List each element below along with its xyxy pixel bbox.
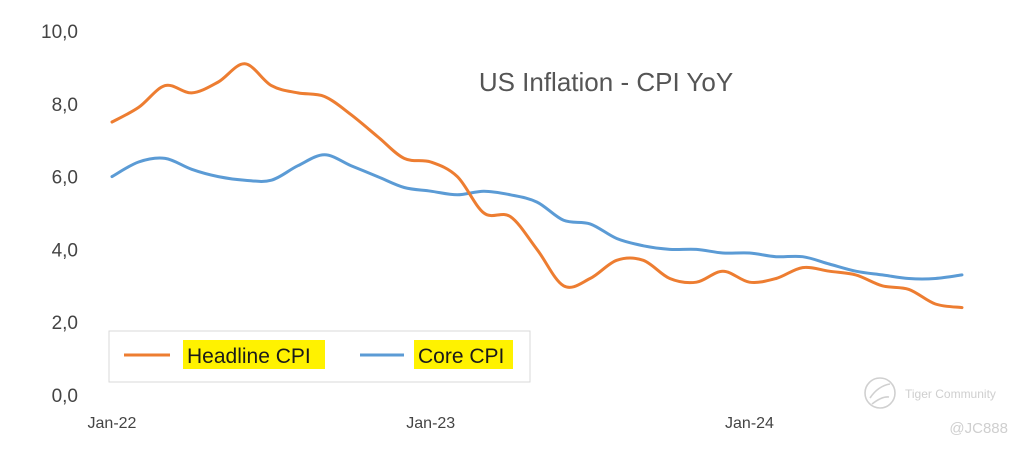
x-tick-label: Jan-23 — [406, 415, 455, 432]
y-axis-ticks: 0,0 2,0 4,0 6,0 8,0 10,0 — [41, 22, 78, 407]
legend: Headline CPI Core CPI — [108, 330, 531, 383]
chart-title: US Inflation - CPI YoY — [479, 67, 733, 97]
watermark-brand: Tiger Community — [905, 387, 996, 401]
watermark-handle: @JC888 — [949, 420, 1008, 437]
x-axis-ticks: Jan-22 Jan-23 Jan-24 — [88, 415, 775, 432]
y-tick-label: 4,0 — [52, 240, 78, 261]
series-group — [110, 62, 964, 310]
series-line-headline-cpi — [110, 62, 964, 310]
y-tick-label: 6,0 — [52, 168, 78, 189]
legend-highlight-core — [414, 340, 513, 369]
y-tick-label: 2,0 — [52, 313, 78, 334]
y-tick-label: 10,0 — [41, 22, 78, 43]
legend-label-headline: Headline CPI — [187, 345, 311, 368]
tiger-logo-icon — [864, 377, 896, 409]
legend-highlight-headline — [183, 340, 325, 369]
x-tick-label: Jan-22 — [88, 415, 137, 432]
series-line-core-cpi — [110, 153, 964, 281]
legend-label-core: Core CPI — [418, 345, 504, 368]
x-tick-label: Jan-24 — [725, 415, 774, 432]
y-tick-label: 8,0 — [52, 95, 78, 116]
watermark: Tiger Community @JC888 — [864, 377, 1008, 437]
y-tick-label: 0,0 — [52, 386, 78, 407]
